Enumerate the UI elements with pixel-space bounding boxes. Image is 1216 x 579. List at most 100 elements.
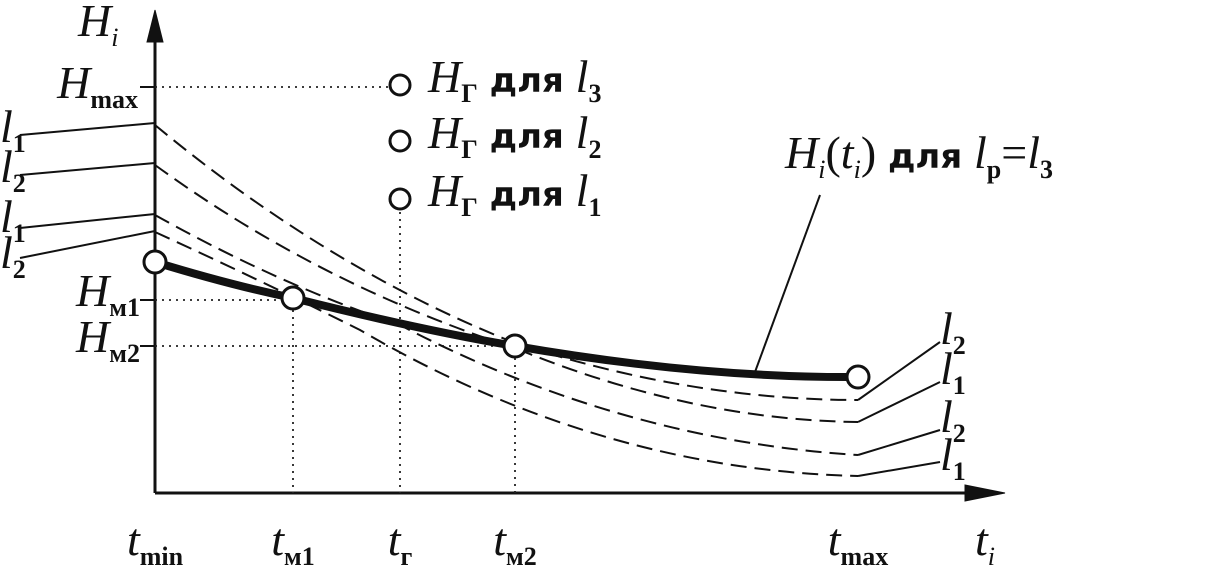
label-part: H <box>427 107 464 158</box>
label-part: l <box>940 343 953 394</box>
curve-name: l1 <box>940 429 966 486</box>
y-arrow <box>146 9 164 43</box>
label-part: для <box>478 175 576 215</box>
label-part: H <box>77 0 114 46</box>
label-part: i <box>111 23 118 52</box>
point <box>502 333 528 359</box>
y-tick-label: Hм1 <box>75 265 140 322</box>
x-tick-label: tmax <box>828 514 888 571</box>
label-part: 1 <box>953 371 966 400</box>
curve-name: l2 <box>940 391 966 448</box>
y-axis-label: Hi <box>77 0 118 52</box>
label-part: Г <box>461 193 478 222</box>
label-part: H <box>75 311 112 362</box>
leader <box>19 230 156 259</box>
label-part: для <box>876 137 974 177</box>
label-part: l <box>0 141 13 192</box>
label-part: 1 <box>953 457 966 486</box>
label-part: t <box>271 514 285 565</box>
label-part: H <box>784 127 821 178</box>
x-axis-label: ti <box>975 514 995 571</box>
label-part: 2 <box>13 255 26 284</box>
x-tick-label: tм1 <box>271 514 315 571</box>
label-part: i <box>818 155 825 184</box>
label-part: l <box>0 227 13 278</box>
label-part: t <box>493 514 507 565</box>
legend-label: HГ для l3 <box>427 51 601 108</box>
curve <box>154 231 859 477</box>
x-arrow <box>964 484 1006 502</box>
label-part: 1 <box>13 219 26 248</box>
label-part: 3 <box>1040 155 1053 184</box>
label-part: м2 <box>506 542 537 571</box>
label-part: Г <box>461 79 478 108</box>
curve-name: l1 <box>0 191 26 248</box>
label-part: м1 <box>284 542 315 571</box>
leader <box>857 341 941 401</box>
label-part: max <box>90 85 138 114</box>
label-part: H <box>427 51 464 102</box>
label-part: Г <box>461 135 478 164</box>
points <box>142 73 871 390</box>
leader <box>857 429 941 456</box>
legend-label: HГ для l2 <box>427 107 601 164</box>
label-part: min <box>140 542 184 571</box>
label-part: 2 <box>588 135 601 164</box>
label-part: l <box>0 191 13 242</box>
label-part: г <box>400 542 412 571</box>
point <box>845 364 871 390</box>
label-part: max <box>841 542 889 571</box>
curve <box>154 164 859 423</box>
curve <box>154 214 859 456</box>
label-part: 1 <box>588 193 601 222</box>
leaders <box>19 122 941 477</box>
label-part: t <box>828 514 842 565</box>
legend-label: HГ для l1 <box>427 165 601 222</box>
legend-point <box>388 129 412 153</box>
label-part: м1 <box>109 293 140 322</box>
legend-point <box>388 187 412 211</box>
label-part: l <box>940 391 953 442</box>
label-part: м2 <box>109 339 140 368</box>
x-tick-label: tг <box>388 514 413 571</box>
leader <box>19 122 156 136</box>
label-part: = <box>1001 127 1027 178</box>
legend-point <box>388 73 412 97</box>
leader <box>857 461 941 477</box>
label-part: ) <box>861 127 876 178</box>
label-part: i <box>988 542 995 571</box>
label-part: l <box>974 127 987 178</box>
x-tick-label: tм2 <box>493 514 537 571</box>
label-part: l <box>0 101 13 152</box>
curve-name: l2 <box>0 227 26 284</box>
curve-name: l1 <box>940 343 966 400</box>
leader <box>857 381 941 423</box>
point <box>142 249 168 275</box>
point <box>280 285 306 311</box>
label-part: l <box>576 51 589 102</box>
label-part: ( <box>825 127 840 178</box>
label-part: для <box>478 61 576 101</box>
label-part: l <box>576 107 589 158</box>
curve-label: Hi(ti) для lр=l3 <box>784 127 1053 184</box>
label-part: 1 <box>13 129 26 158</box>
label-part: l <box>1027 127 1040 178</box>
leader <box>754 194 821 373</box>
curve-name: l2 <box>0 141 26 198</box>
label-part: H <box>427 165 464 216</box>
label-part: l <box>940 429 953 480</box>
leader <box>19 213 156 229</box>
curve <box>154 124 859 401</box>
label-part: H <box>75 265 112 316</box>
label-part: 2 <box>13 169 26 198</box>
label-part: t <box>975 514 989 565</box>
label-part: t <box>127 514 141 565</box>
curve-name: l2 <box>940 303 966 360</box>
label-part: l <box>940 303 953 354</box>
label-part: t <box>388 514 402 565</box>
label-part: l <box>576 165 589 216</box>
label-part: для <box>478 117 576 157</box>
y-tick-label: Hм2 <box>75 311 140 368</box>
